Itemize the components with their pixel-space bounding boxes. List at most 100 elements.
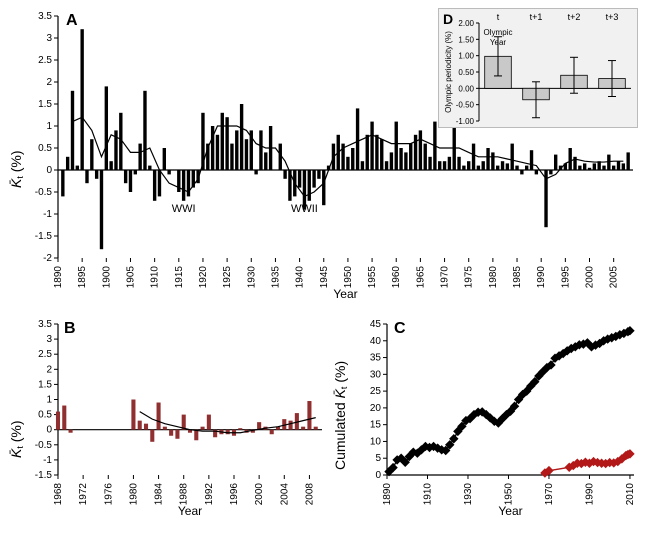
svg-text:1975: 1975 <box>464 266 475 289</box>
svg-text:5: 5 <box>375 453 381 464</box>
svg-text:1900: 1900 <box>101 266 112 289</box>
svg-text:2008: 2008 <box>304 483 315 506</box>
panel-b-letter: B <box>64 320 76 338</box>
panel-b: B K̄t (%) -1.5 -1 -0.5 0 0.5 1 1.5 2 2.5 3 3.5 1968… <box>8 318 328 525</box>
svg-text:-0.5: -0.5 <box>35 187 53 198</box>
svg-text:1992: 1992 <box>204 483 215 506</box>
svg-text:-1.5: -1.5 <box>35 231 53 242</box>
panel-d-inset: D -1.00-0.500.000.501.001.502.00Olympic … <box>438 8 638 128</box>
svg-text:1968: 1968 <box>53 483 64 506</box>
svg-text:1890: 1890 <box>382 483 393 506</box>
svg-text:0: 0 <box>46 165 52 176</box>
svg-text:0.00: 0.00 <box>458 84 474 93</box>
svg-text:2005: 2005 <box>609 266 620 289</box>
svg-text:2004: 2004 <box>279 483 290 506</box>
svg-text:-2: -2 <box>43 253 52 264</box>
svg-text:1990: 1990 <box>584 483 595 506</box>
svg-text:20: 20 <box>370 403 382 414</box>
panel-c: C Cumulated K̄t (%) 05101520253035404518… <box>332 318 642 525</box>
svg-text:1: 1 <box>46 395 52 406</box>
svg-text:1990: 1990 <box>536 266 547 289</box>
svg-text:Year: Year <box>178 504 202 518</box>
svg-text:3.5: 3.5 <box>38 11 52 22</box>
svg-text:1980: 1980 <box>488 266 499 289</box>
svg-text:1995: 1995 <box>560 266 571 289</box>
svg-text:1972: 1972 <box>78 483 89 506</box>
svg-text:3: 3 <box>46 334 52 345</box>
svg-text:1960: 1960 <box>391 266 402 289</box>
svg-text:1955: 1955 <box>367 266 378 289</box>
panel-c-svg: 0 5 10 15 20 25 30 35 40 45 1890 1910 1930 1950 1970 19… <box>332 318 642 525</box>
svg-text:1984: 1984 <box>154 483 165 506</box>
svg-text:1.5: 1.5 <box>38 379 52 390</box>
svg-text:t+1: t+1 <box>530 12 543 22</box>
svg-text:1985: 1985 <box>512 266 523 289</box>
svg-text:-0.50: -0.50 <box>456 101 475 110</box>
svg-text:2: 2 <box>46 77 52 88</box>
svg-text:2000: 2000 <box>254 483 265 506</box>
svg-text:-1.00: -1.00 <box>456 117 475 126</box>
svg-text:Olympic: Olympic <box>484 28 513 37</box>
svg-text:1.50: 1.50 <box>458 35 474 44</box>
svg-text:1890: 1890 <box>53 266 64 289</box>
svg-text:0: 0 <box>375 470 381 481</box>
svg-text:1895: 1895 <box>77 266 88 289</box>
svg-text:Year: Year <box>333 287 357 301</box>
figure-root: { "meta": { "width": 649, "height": 533 … <box>0 0 649 533</box>
svg-text:1: 1 <box>46 121 52 132</box>
svg-text:1930: 1930 <box>246 266 257 289</box>
svg-text:1910: 1910 <box>422 483 433 506</box>
svg-text:1940: 1940 <box>295 266 306 289</box>
svg-text:1970: 1970 <box>544 483 555 506</box>
svg-text:10: 10 <box>370 436 382 447</box>
svg-text:2010: 2010 <box>625 483 636 506</box>
svg-text:1.5: 1.5 <box>38 99 52 110</box>
svg-text:1925: 1925 <box>222 266 233 289</box>
svg-text:-1: -1 <box>43 209 52 220</box>
svg-text:t+3: t+3 <box>606 12 619 22</box>
svg-text:1930: 1930 <box>463 483 474 506</box>
svg-text:1976: 1976 <box>103 483 114 506</box>
svg-text:1970: 1970 <box>440 266 451 289</box>
svg-text:-1: -1 <box>43 455 52 466</box>
svg-text:0.5: 0.5 <box>38 410 52 421</box>
svg-text:40: 40 <box>370 336 382 347</box>
svg-text:1950: 1950 <box>503 483 514 506</box>
svg-text:1945: 1945 <box>319 266 330 289</box>
svg-text:t+2: t+2 <box>568 12 581 22</box>
svg-text:-0.5: -0.5 <box>35 440 53 451</box>
svg-text:1915: 1915 <box>174 266 185 289</box>
svg-text:35: 35 <box>370 353 382 364</box>
panel-b-ylabel: K̄t (%) <box>8 378 25 458</box>
svg-text:1935: 1935 <box>270 266 281 289</box>
svg-text:1980: 1980 <box>128 483 139 506</box>
svg-text:WWII: WWII <box>291 203 318 215</box>
svg-text:Year: Year <box>498 504 522 518</box>
svg-text:1905: 1905 <box>125 266 136 289</box>
svg-text:30: 30 <box>370 369 382 380</box>
svg-text:0.5: 0.5 <box>38 143 52 154</box>
svg-text:Year: Year <box>490 38 507 47</box>
svg-text:2.00: 2.00 <box>458 19 474 28</box>
svg-text:1965: 1965 <box>415 266 426 289</box>
panel-b-svg: -1.5 -1 -0.5 0 0.5 1 1.5 2 2.5 3 3.5 1968 1972 1976 19… <box>8 318 328 525</box>
svg-text:25: 25 <box>370 386 382 397</box>
svg-text:1.00: 1.00 <box>458 52 474 61</box>
svg-text:2: 2 <box>46 364 52 375</box>
panel-a-letter: A <box>66 12 78 30</box>
svg-text:3: 3 <box>46 33 52 44</box>
svg-text:1910: 1910 <box>150 266 161 289</box>
svg-text:2.5: 2.5 <box>38 349 52 360</box>
svg-text:3.5: 3.5 <box>38 319 52 330</box>
svg-text:15: 15 <box>370 420 382 431</box>
panel-d-svg: -1.00-0.500.000.501.001.502.00Olympic pe… <box>439 9 637 127</box>
svg-text:1996: 1996 <box>229 483 240 506</box>
svg-text:45: 45 <box>370 319 382 330</box>
panel-c-ylabel: Cumulated K̄t (%) <box>332 350 349 470</box>
svg-text:1988: 1988 <box>179 483 190 506</box>
svg-text:0: 0 <box>46 425 52 436</box>
svg-text:-1.5: -1.5 <box>35 470 53 481</box>
svg-text:0.50: 0.50 <box>458 68 474 77</box>
svg-text:WWI: WWI <box>172 203 196 215</box>
panel-a-ylabel: K̄t (%) <box>8 108 25 188</box>
